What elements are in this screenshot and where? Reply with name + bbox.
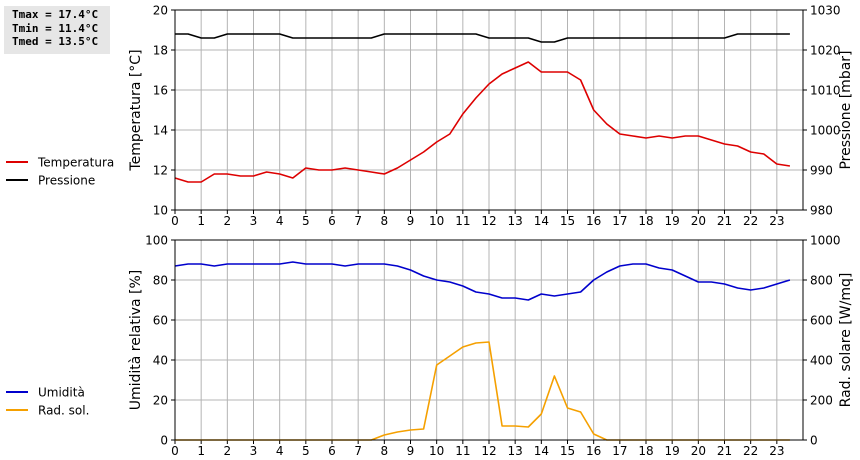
legend-label: Umidità (38, 386, 85, 400)
y-right-tick-label: 1000 (810, 124, 841, 138)
plot-frame (174, 239, 804, 441)
y-tick-label: 16 (153, 84, 168, 98)
x-tick-label: 14 (534, 444, 549, 458)
x-tick-label: 17 (612, 444, 627, 458)
x-tick-label: 0 (171, 214, 179, 228)
x-tick-label: 17 (612, 214, 627, 228)
y-right-tick-label: 400 (810, 354, 833, 368)
x-tick-label: 2 (224, 214, 232, 228)
x-tick-label: 15 (560, 214, 575, 228)
y-tick-label: 18 (153, 44, 168, 58)
x-tick-label: 7 (354, 214, 362, 228)
y-right-tick-label: 1010 (810, 84, 841, 98)
x-tick-label: 6 (328, 214, 336, 228)
y-tick-label: 14 (153, 124, 168, 138)
x-tick-label: 6 (328, 444, 336, 458)
x-tick-label: 13 (508, 444, 523, 458)
series-line-temperatura (174, 61, 791, 183)
x-tick-label: 18 (638, 444, 653, 458)
stats-tmax: Tmax = 17.4°C (12, 8, 99, 21)
y-right-tick-label: 0 (810, 434, 818, 448)
x-tick-label: 10 (429, 444, 444, 458)
stats-tmin: Tmin = 11.4°C (12, 21, 99, 35)
plot-frame (174, 9, 804, 211)
y-right-axis-label: Rad. solare [W/mq] (838, 273, 854, 408)
y-right-tick-label: 600 (810, 314, 833, 328)
y-tick-label: 20 (153, 394, 168, 408)
stats-box: Tmax = 17.4°C Tmin = 11.4°C Tmed = 13.5°… (4, 6, 110, 54)
x-tick-label: 8 (381, 214, 389, 228)
x-tick-label: 18 (638, 214, 653, 228)
y-tick-label: 40 (153, 354, 168, 368)
x-tick-label: 22 (743, 214, 758, 228)
x-tick-label: 16 (586, 214, 601, 228)
y-tick-label: 20 (153, 4, 168, 18)
y-right-tick-label: 1020 (810, 44, 841, 58)
x-tick-label: 3 (250, 214, 258, 228)
x-tick-label: 16 (586, 444, 601, 458)
x-tick-label: 8 (381, 444, 389, 458)
stats-tmed: Tmed = 13.5°C (12, 35, 99, 48)
legend-label: Rad. sol. (38, 404, 89, 418)
x-tick-label: 10 (429, 214, 444, 228)
y-tick-label: 60 (153, 314, 168, 328)
y-tick-label: 80 (153, 274, 168, 288)
x-tick-label: 21 (717, 444, 732, 458)
y-right-tick-label: 990 (810, 164, 833, 178)
x-tick-label: 23 (769, 214, 784, 228)
y-tick-label: 100 (145, 234, 168, 248)
x-tick-label: 2 (224, 444, 232, 458)
chart-2 (6, 239, 807, 444)
y-right-tick-label: 800 (810, 274, 833, 288)
y-right-axis-label: Pressione [mbar] (838, 50, 854, 169)
series-line-umidit- (174, 261, 791, 301)
x-tick-label: 5 (302, 214, 310, 228)
series-line-pressione (175, 33, 790, 43)
x-tick-label: 4 (276, 214, 284, 228)
legend-label: Temperatura (37, 156, 114, 170)
x-tick-label: 22 (743, 444, 758, 458)
x-tick-label: 4 (276, 444, 284, 458)
x-tick-label: 20 (691, 444, 706, 458)
x-tick-label: 3 (250, 444, 258, 458)
x-tick-label: 9 (407, 444, 415, 458)
y-tick-label: 0 (160, 434, 168, 448)
x-tick-label: 0 (171, 444, 179, 458)
chart-1 (6, 9, 807, 214)
x-tick-label: 20 (691, 214, 706, 228)
y-axis-label: Temperatura [°C] (128, 49, 144, 171)
x-tick-label: 13 (508, 214, 523, 228)
x-tick-label: 11 (455, 214, 470, 228)
x-tick-label: 19 (665, 444, 680, 458)
y-tick-label: 12 (153, 164, 168, 178)
y-right-tick-label: 200 (810, 394, 833, 408)
x-tick-label: 12 (481, 444, 496, 458)
x-tick-label: 21 (717, 214, 732, 228)
y-right-tick-label: 980 (810, 204, 833, 218)
x-tick-label: 9 (407, 214, 415, 228)
x-tick-label: 7 (354, 444, 362, 458)
series-line-rad-sol- (175, 341, 790, 441)
x-tick-label: 23 (769, 444, 784, 458)
x-tick-label: 19 (665, 214, 680, 228)
x-tick-label: 1 (197, 214, 205, 228)
x-tick-label: 5 (302, 444, 310, 458)
x-tick-label: 12 (481, 214, 496, 228)
legend-label: Pressione (38, 174, 95, 188)
x-tick-label: 14 (534, 214, 549, 228)
y-right-tick-label: 1030 (810, 4, 841, 18)
y-right-tick-label: 1000 (810, 234, 841, 248)
y-tick-label: 10 (153, 204, 168, 218)
x-tick-label: 1 (197, 444, 205, 458)
y-axis-label: Umidità relativa [%] (128, 270, 144, 411)
x-tick-label: 11 (455, 444, 470, 458)
x-tick-label: 15 (560, 444, 575, 458)
